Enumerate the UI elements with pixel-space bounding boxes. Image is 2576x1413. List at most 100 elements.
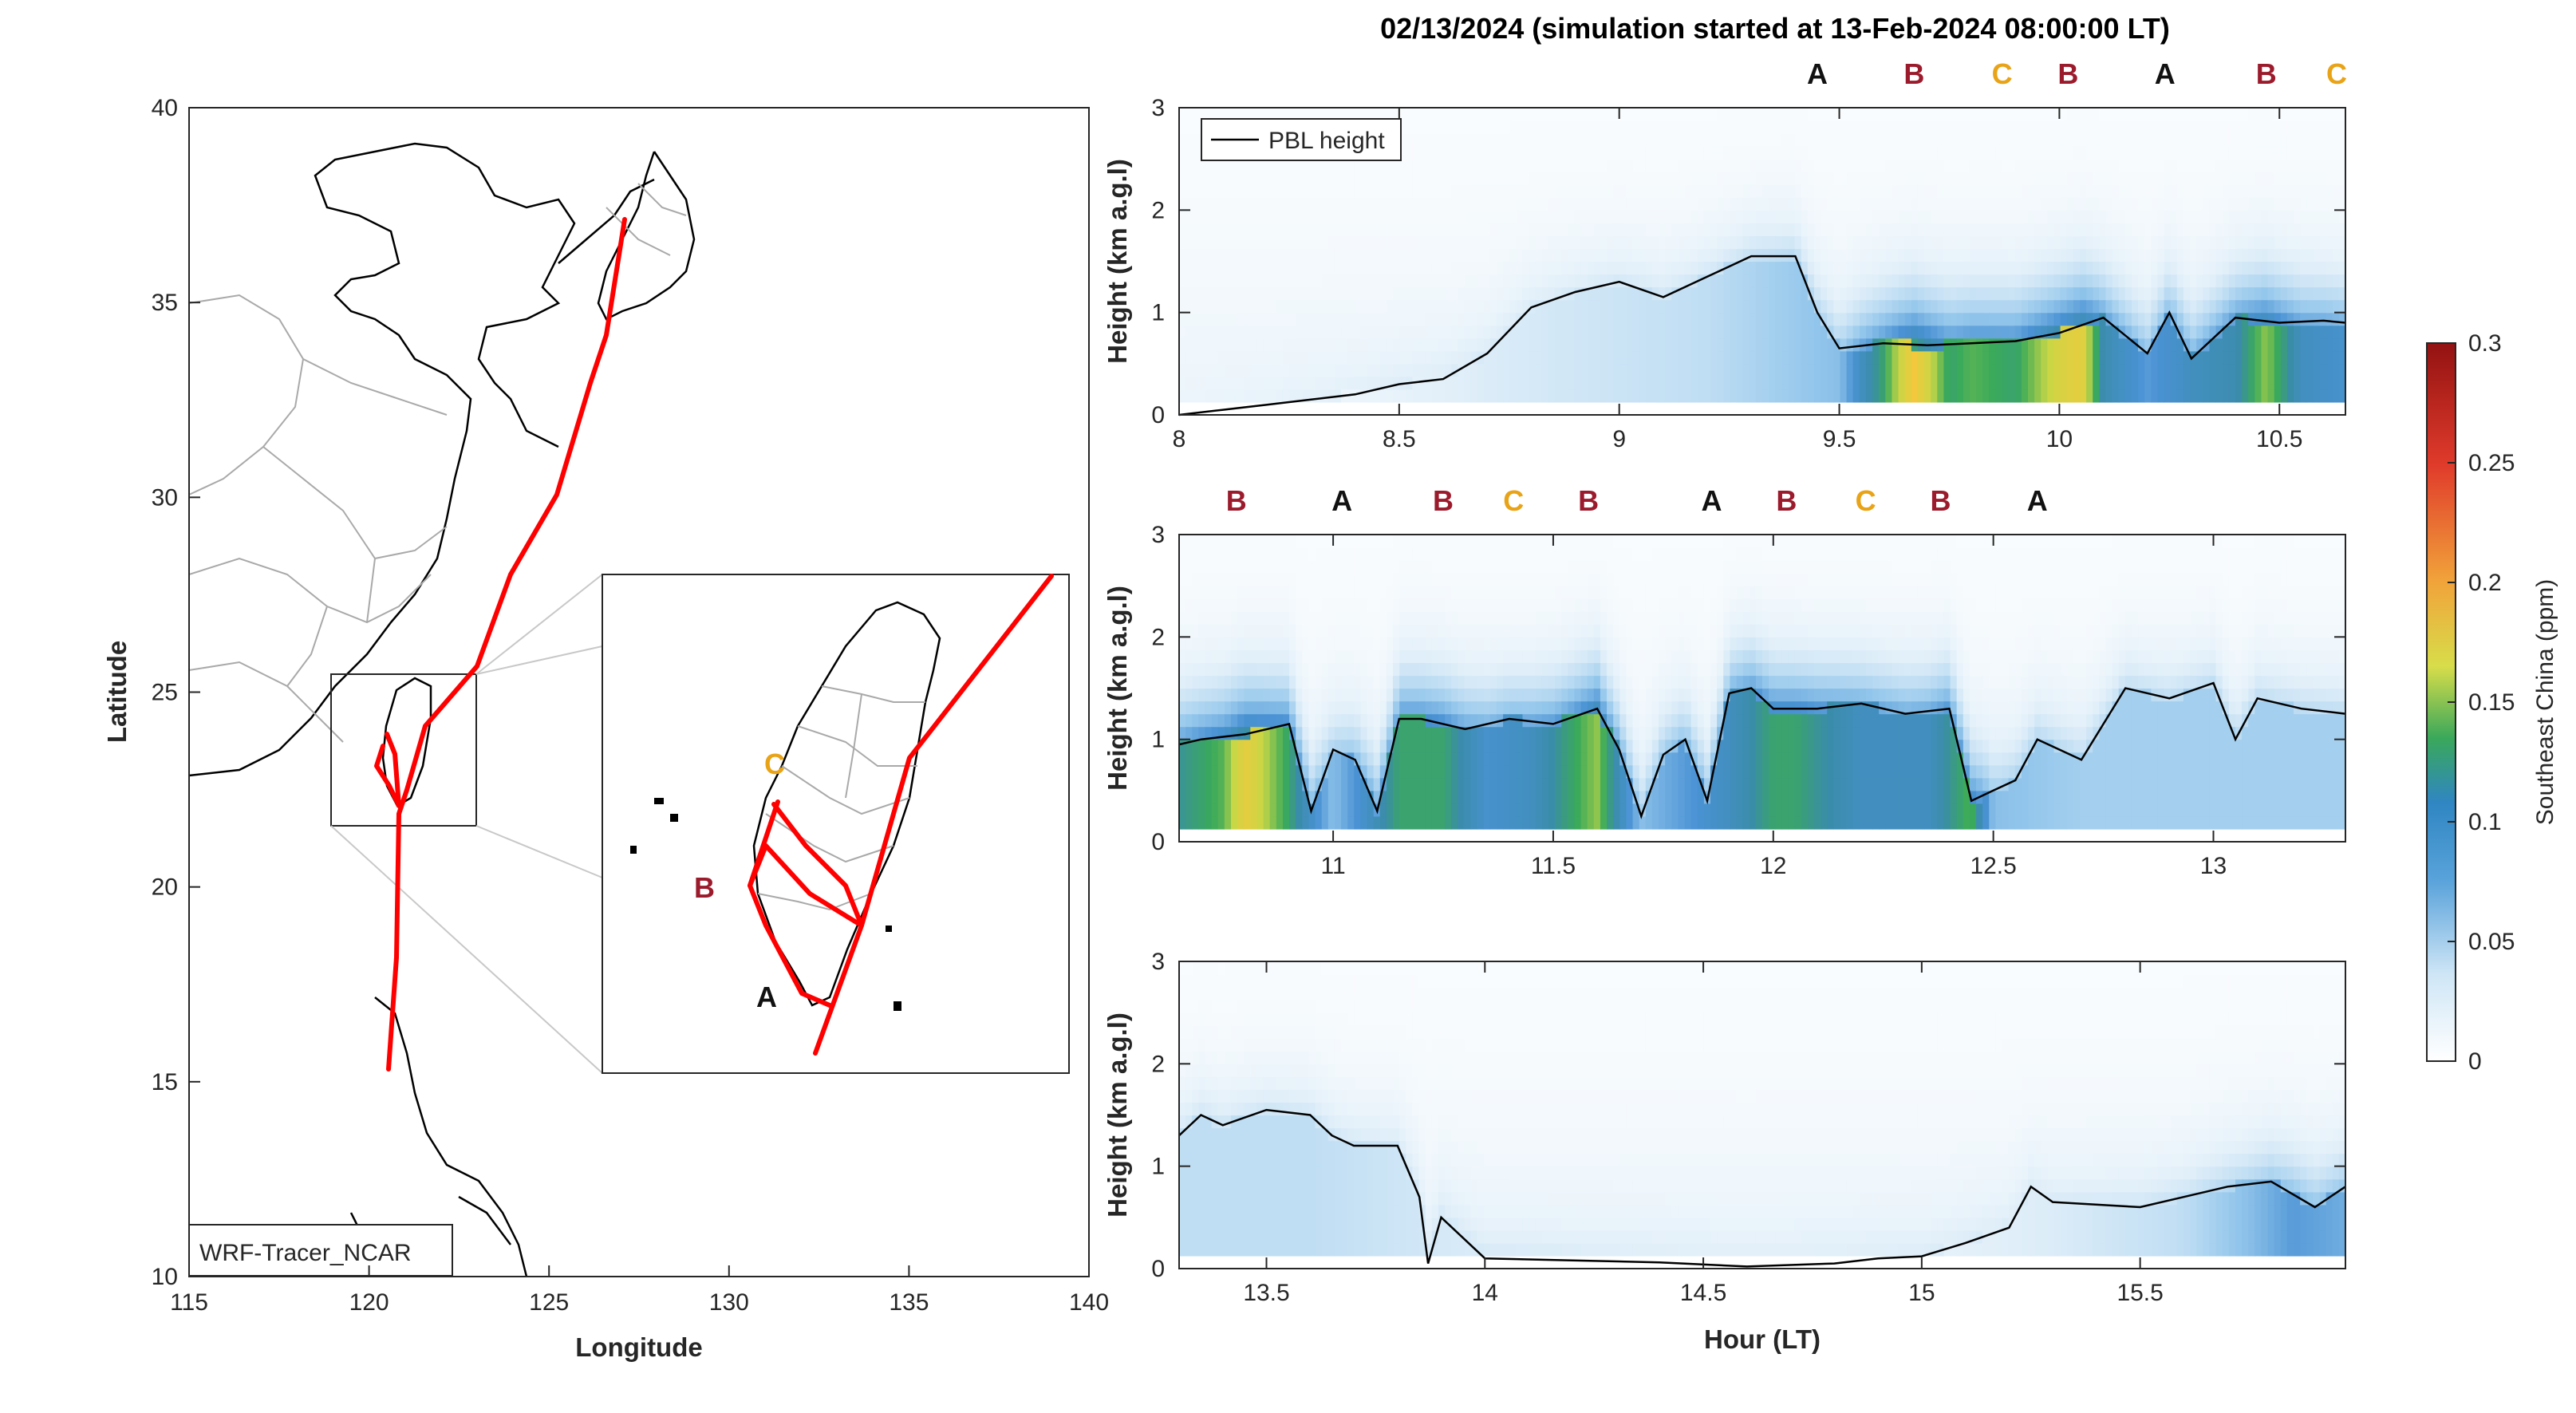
heatmap-cell: [1217, 108, 1225, 121]
heatmap-cell: [1833, 159, 1841, 172]
heatmap-cell: [1211, 172, 1219, 185]
heatmap-cell: [1224, 286, 1232, 301]
heatmap-cell: [2313, 108, 2321, 121]
heatmap-cell: [1379, 547, 1387, 561]
heatmap-cell: [1341, 376, 1348, 390]
heatmap-cell: [1296, 790, 1303, 804]
heatmap-cell: [2086, 376, 2093, 390]
heatmap-cell: [2286, 312, 2294, 326]
heatmap-cell: [1645, 133, 1653, 147]
heatmap-cell: [1438, 350, 1446, 365]
heatmap-cell: [1833, 363, 1841, 377]
heatmap-cell: [2300, 286, 2307, 301]
heatmap-cell: [2021, 299, 2029, 314]
heatmap-cell: [1289, 586, 1296, 599]
heatmap-cell: [1327, 790, 1335, 804]
heatmap-cell: [1367, 815, 1375, 830]
heatmap-cell: [1995, 376, 2003, 390]
heatmap-cell: [1399, 133, 1406, 147]
heatmap-cell: [1671, 350, 1679, 365]
heatmap-cell: [1256, 688, 1264, 702]
heatmap-cell: [1587, 376, 1595, 390]
heatmap-cell: [1327, 637, 1335, 650]
heatmap-cell: [1393, 325, 1400, 339]
heatmap-cell: [1690, 376, 1698, 390]
heatmap-cell: [1244, 184, 1251, 198]
heatmap-cell: [2332, 261, 2340, 275]
heatmap-cell: [1263, 376, 1271, 390]
heatmap-cell: [2099, 376, 2107, 390]
heatmap-cell: [1289, 350, 1296, 365]
heatmap-cell: [1911, 312, 1919, 326]
heatmap-cell: [1308, 223, 1316, 237]
heatmap-cell: [2254, 159, 2262, 172]
heatmap-cell: [1794, 350, 1802, 365]
heatmap-cell: [1548, 133, 1556, 147]
heatmap-cell: [1749, 210, 1757, 223]
heatmap-cell: [1367, 235, 1375, 250]
heatmap-cell: [1840, 108, 1848, 121]
heatmap-cell: [1924, 172, 1931, 185]
heatmap-cell: [2041, 197, 2048, 211]
heatmap-cell: [1911, 223, 1919, 237]
heatmap-cell: [2235, 248, 2243, 262]
heatmap-cell: [2242, 197, 2249, 211]
heatmap-cell: [1995, 299, 2003, 314]
heatmap-cell: [1379, 598, 1387, 612]
heatmap-cell: [2280, 146, 2288, 160]
heatmap-cell: [1321, 637, 1329, 650]
heatmap-cell: [2242, 146, 2249, 160]
heatmap-cell: [2280, 120, 2288, 134]
heatmap-cell: [1827, 120, 1834, 134]
heatmap-cell: [1198, 159, 1206, 172]
heatmap-cell: [1626, 197, 1634, 211]
heatmap-cell: [1730, 274, 1738, 288]
heatmap-cell: [1464, 248, 1472, 262]
heatmap-cell: [1445, 274, 1452, 288]
heatmap-cell: [1924, 286, 1931, 301]
heatmap-cell: [1593, 325, 1601, 339]
heatmap-cell: [2151, 274, 2159, 288]
heatmap-cell: [1373, 815, 1381, 830]
heatmap-cell: [2326, 146, 2333, 160]
heatmap-cell: [1574, 261, 1582, 275]
heatmap-cell: [2073, 184, 2081, 198]
heatmap-cell: [1496, 210, 1504, 223]
heatmap-cell: [1308, 701, 1316, 715]
heatmap-cell: [1697, 274, 1705, 288]
heatmap-cell: [1211, 261, 1219, 275]
heatmap-cell: [1244, 624, 1251, 637]
heatmap-cell: [2286, 108, 2294, 121]
heatmap-cell: [2235, 274, 2243, 288]
heatmap-cell: [1237, 159, 1245, 172]
heatmap-cell: [1185, 815, 1193, 830]
heatmap-cell: [1632, 197, 1640, 211]
heatmap-cell: [1185, 312, 1193, 326]
heatmap-cell: [2008, 197, 2016, 211]
heatmap-cell: [1943, 248, 1951, 262]
heatmap-cell: [1341, 726, 1348, 740]
heatmap-cell: [1671, 363, 1679, 377]
heatmap-cell: [1296, 274, 1303, 288]
heatmap-cell: [1250, 752, 1258, 766]
heatmap-cell: [1613, 337, 1620, 352]
heatmap-cell: [2112, 350, 2120, 365]
heatmap-cell: [2144, 223, 2152, 237]
heatmap-cell: [1217, 350, 1225, 365]
heatmap-cell: [2144, 133, 2152, 147]
heatmap-cell: [1613, 108, 1620, 121]
heatmap-cell: [1373, 389, 1381, 403]
heatmap-cell: [1393, 376, 1400, 390]
heatmap-cell: [2248, 146, 2255, 160]
heatmap-cell: [1574, 172, 1582, 185]
heatmap-cell: [1503, 210, 1510, 223]
heatmap-cell: [1296, 662, 1303, 677]
heatmap-cell: [1607, 350, 1614, 365]
map-xtick-label: 125: [529, 1289, 569, 1316]
heatmap-cell: [1535, 146, 1543, 160]
heatmap-cell: [1418, 325, 1426, 339]
heatmap-cell: [1541, 172, 1549, 185]
heatmap-cell: [1289, 159, 1296, 172]
heatmap-cell: [1846, 363, 1854, 377]
